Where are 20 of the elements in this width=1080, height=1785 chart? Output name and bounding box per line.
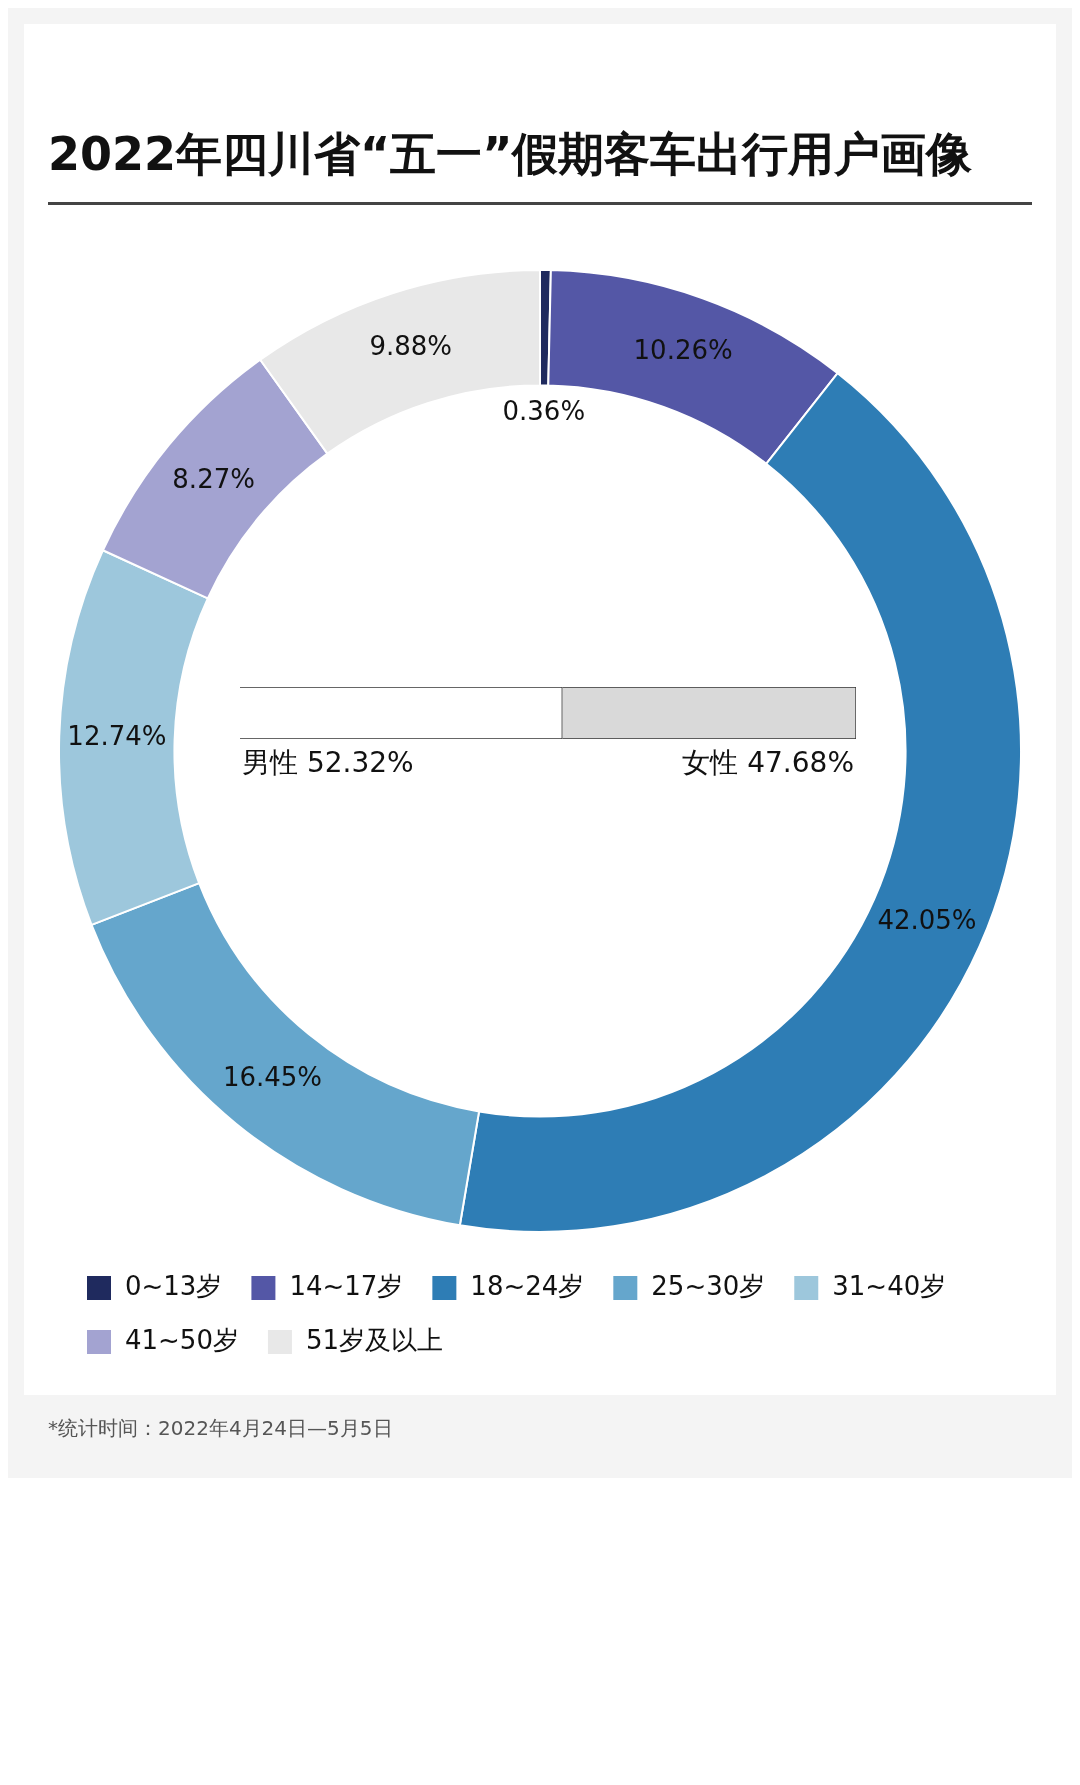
legend-label: 0~13岁 <box>125 1270 223 1301</box>
legend-label: 25~30岁 <box>651 1270 766 1301</box>
legend-label: 41~50岁 <box>125 1324 239 1355</box>
legend-label: 18~24岁 <box>470 1270 585 1301</box>
data-label: 10.26% <box>633 335 733 366</box>
data-label: 12.74% <box>67 720 167 751</box>
series-label: 男性 <box>242 746 298 780</box>
data-label: 9.88% <box>369 330 453 361</box>
legend-label: 14~17岁 <box>289 1270 404 1301</box>
series-label: 女性 <box>682 746 739 780</box>
data-label: 42.05% <box>877 905 977 936</box>
text: *统计时间：2022年4月24日—5月5日 <box>48 1415 394 1442</box>
data-label: 16.45% <box>222 1061 323 1092</box>
chart-title: 2022年四川省“五一”假期客车出行用户画像 <box>48 124 1032 205</box>
data-label: 52.32% <box>306 746 414 780</box>
legend-label: 51岁及以上 <box>305 1324 444 1355</box>
data-label: 47.68% <box>747 746 854 780</box>
data-label: 0.36% <box>502 396 586 427</box>
legend-label: 31~40岁 <box>832 1270 947 1301</box>
data-label: 8.27% <box>172 464 255 495</box>
